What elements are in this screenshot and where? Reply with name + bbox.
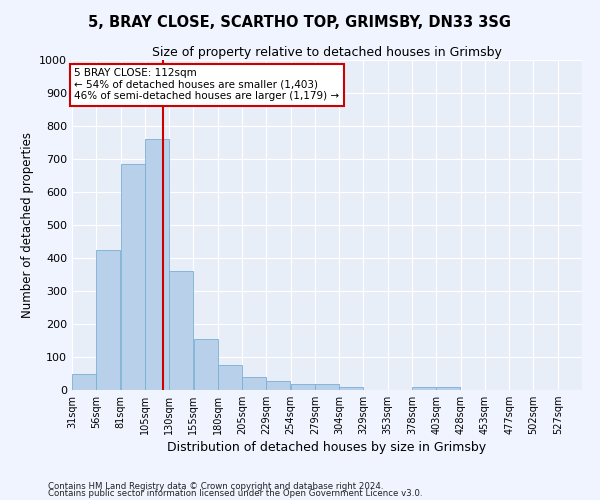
Bar [266, 381, 290, 390]
Bar [242, 377, 266, 390]
Bar [72, 374, 96, 390]
Bar [97, 250, 121, 390]
Bar [412, 387, 436, 390]
Bar [290, 384, 315, 390]
Bar [218, 365, 242, 390]
Bar [339, 386, 364, 390]
X-axis label: Distribution of detached houses by size in Grimsby: Distribution of detached houses by size … [167, 442, 487, 454]
Text: 5, BRAY CLOSE, SCARTHO TOP, GRIMSBY, DN33 3SG: 5, BRAY CLOSE, SCARTHO TOP, GRIMSBY, DN3… [89, 15, 511, 30]
Bar [194, 339, 218, 390]
Text: 5 BRAY CLOSE: 112sqm
← 54% of detached houses are smaller (1,403)
46% of semi-de: 5 BRAY CLOSE: 112sqm ← 54% of detached h… [74, 68, 340, 102]
Text: Contains public sector information licensed under the Open Government Licence v3: Contains public sector information licen… [48, 489, 422, 498]
Y-axis label: Number of detached properties: Number of detached properties [20, 132, 34, 318]
Bar [121, 164, 145, 390]
Bar [315, 384, 339, 390]
Title: Size of property relative to detached houses in Grimsby: Size of property relative to detached ho… [152, 46, 502, 59]
Bar [436, 387, 460, 390]
Bar [145, 139, 169, 390]
Text: Contains HM Land Registry data © Crown copyright and database right 2024.: Contains HM Land Registry data © Crown c… [48, 482, 383, 491]
Bar [169, 271, 193, 390]
